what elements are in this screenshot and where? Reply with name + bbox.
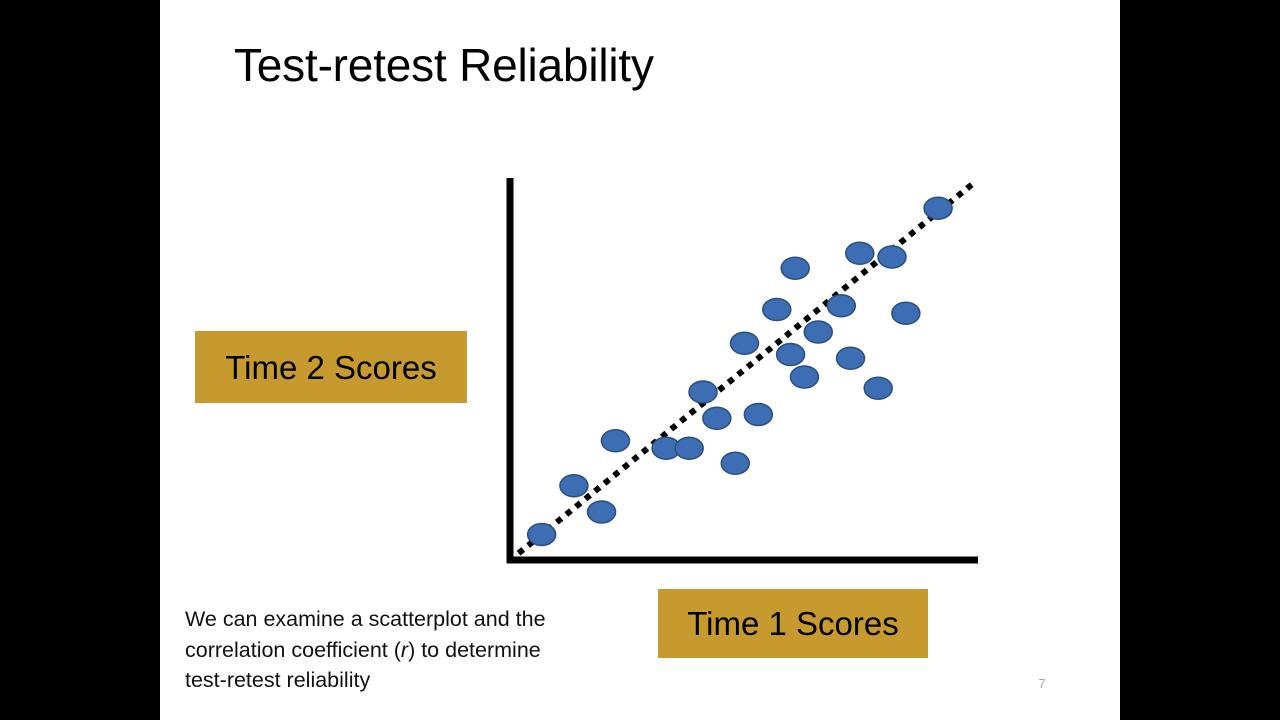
data-point (729, 331, 760, 355)
data-point (863, 376, 893, 400)
caption-line-3: determine test-retest reliability (185, 637, 541, 693)
letterbox-bar-right (1120, 0, 1280, 720)
caption-italic-r: r (400, 637, 409, 662)
data-point (526, 522, 557, 547)
data-point (877, 245, 907, 269)
caption-line-2-pre: the correlation coefficient ( (185, 607, 546, 662)
data-point (891, 301, 921, 325)
page-number: 7 (1038, 676, 1046, 691)
body-caption: We can examine a scatterplot and the cor… (185, 604, 585, 696)
scatterplot-svg (506, 178, 978, 564)
data-point (702, 406, 732, 430)
x-axis-label-callout: Time 1 Scores (658, 589, 928, 658)
data-point (762, 297, 792, 322)
data-points-group (526, 196, 953, 547)
data-point (789, 365, 820, 389)
data-point (674, 436, 704, 460)
y-axis-label-callout: Time 2 Scores (195, 331, 467, 403)
data-point (688, 380, 718, 404)
caption-line-1: We can examine a scatterplot and (185, 607, 510, 631)
data-point (586, 500, 617, 524)
data-point (803, 320, 834, 344)
presentation-slide: Test-retest Reliability Time 2 Scores Ti… (160, 0, 1120, 720)
data-point (559, 474, 589, 498)
data-point (780, 256, 810, 280)
data-point (775, 342, 806, 367)
data-point (845, 241, 875, 265)
scatterplot-chart (500, 168, 1000, 578)
trendline (516, 179, 977, 556)
trendline-path (516, 179, 977, 556)
caption-line-2-post: ) to (408, 637, 440, 662)
letterbox-bar-left (0, 0, 160, 720)
chart-axes (506, 178, 978, 564)
data-point (923, 196, 953, 220)
data-point (600, 429, 631, 453)
data-point (743, 402, 774, 427)
data-point (720, 451, 751, 475)
data-point (835, 346, 866, 370)
page-title: Test-retest Reliability (234, 39, 654, 91)
data-point (826, 294, 857, 318)
